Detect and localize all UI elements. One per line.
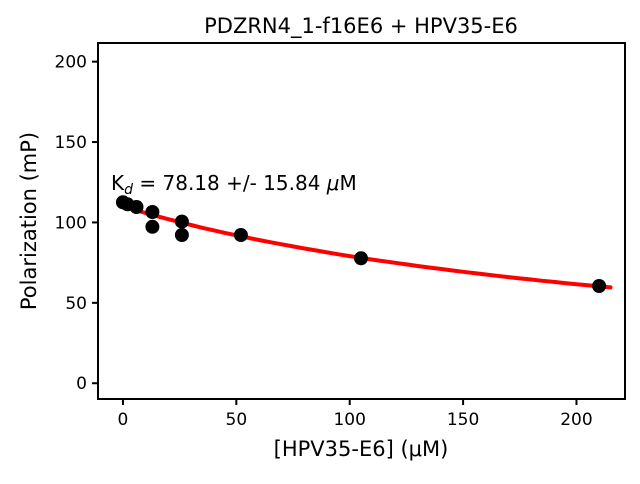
y-tick-label: 0 [76, 374, 87, 394]
kd-symbol: K [111, 171, 125, 195]
data-point [145, 219, 160, 234]
y-axis-label: Polarization (mP) [17, 132, 41, 310]
kd-unit: M [340, 171, 357, 195]
x-tick-label: 100 [333, 410, 365, 430]
data-point [233, 228, 248, 242]
kd-subscript: d [124, 182, 133, 198]
data-point [174, 228, 189, 242]
series-layer [115, 195, 613, 293]
chart-title: PDZRN4_1-f16E6 + HPV35-E6 [204, 14, 518, 39]
y-tick-label: 200 [55, 53, 87, 73]
x-tick-label: 200 [560, 410, 592, 430]
data-point [129, 200, 144, 214]
plot-area [97, 42, 626, 400]
data-point [174, 214, 189, 229]
data-point [592, 279, 607, 293]
x-tick-label: 150 [447, 410, 479, 430]
x-axis-label: [HPV35-E6] (μM) [274, 437, 449, 461]
fit-curve [120, 204, 613, 290]
x-tick-label: 50 [226, 410, 248, 430]
kd-value: = 78.18 +/- 15.84 [133, 171, 327, 195]
y-tick-label: 100 [55, 213, 87, 233]
data-point [354, 251, 368, 266]
mu-symbol: μ [326, 171, 340, 195]
data-point [145, 205, 160, 219]
y-tick-label: 150 [55, 133, 87, 153]
kd-annotation: Kd = 78.18 +/- 15.84 μM [111, 171, 357, 198]
ticks-layer: 0 50 100 150 200 0 50 100 150 200 [55, 53, 593, 430]
x-tick-label: 0 [118, 410, 129, 430]
y-tick-label: 50 [65, 294, 87, 314]
